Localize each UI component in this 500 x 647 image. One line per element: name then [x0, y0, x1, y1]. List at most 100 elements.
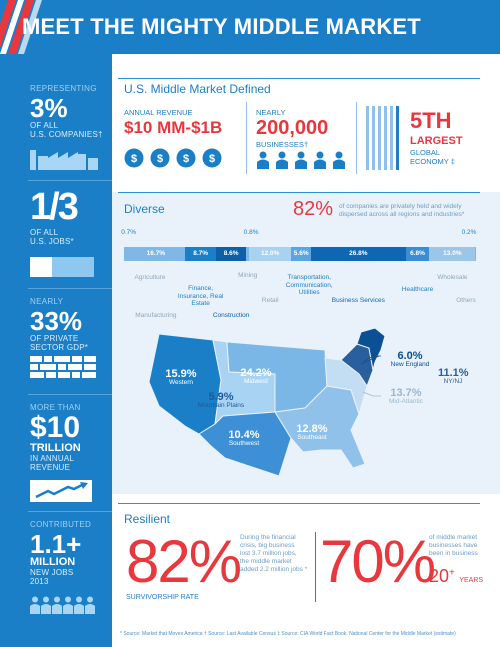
svg-text:$: $	[157, 153, 163, 165]
stat-revenue-line2: IN ANNUAL	[30, 454, 75, 463]
page-title: MEET THE MIGHTY MIDDLE MARKET	[22, 14, 421, 39]
business-line1: of middle market	[429, 534, 478, 541]
revenue-label: ANNUAL REVENUE	[124, 108, 193, 117]
southeast-name: Southeast	[297, 434, 327, 441]
header: MEET THE MIGHTY MIDDLE MARKET	[0, 0, 500, 54]
divider	[315, 532, 316, 602]
label-nynj: 11.1% NY/NJ	[438, 368, 469, 386]
us-map	[148, 328, 386, 477]
bar-category-label: Agriculture	[134, 274, 166, 281]
region-southwest	[198, 411, 292, 477]
stat-companies-top: REPRESENTING	[30, 84, 97, 93]
building-grid-icon	[30, 356, 96, 378]
crisis-line5: added 2.2 million jobs	[240, 566, 303, 573]
businesses-value: 200,000	[256, 117, 329, 139]
revenue-range: $10 MM-$1B	[124, 118, 222, 138]
columns-icon	[366, 106, 399, 170]
bar-category-label: Manufacturing	[135, 312, 177, 319]
stat-revenue-line1: TRILLION	[30, 442, 81, 454]
stat-jobs-mark: *	[70, 237, 74, 246]
defined-title: U.S. Middle Market Defined	[124, 82, 271, 96]
bar-category-label: Retail	[261, 297, 279, 304]
stat-revenue: MORE THAN $10 TRILLION IN ANNUAL REVENUE	[0, 403, 112, 472]
southwest-pct: 10.4%	[228, 429, 260, 441]
survivorship-label: SURVIVORSHIP RATE	[126, 594, 199, 601]
newengland-name: New England	[390, 361, 430, 368]
divider	[246, 102, 247, 174]
bar-value-label: 16.7%	[146, 250, 166, 257]
midatlantic-name: Mid-Atlantic	[389, 398, 423, 405]
divider	[356, 102, 357, 174]
stripes-decoration-icon	[0, 0, 42, 54]
stat-new-jobs-top: CONTRIBUTED	[30, 520, 92, 529]
businesses-label: NEARLY	[256, 108, 286, 117]
sidebar-divider	[28, 288, 112, 289]
economy-line2: GLOBAL	[410, 148, 441, 157]
bar-value-label: 0.2%	[461, 229, 477, 236]
bar-value-label: 5.6%	[293, 250, 309, 257]
map-leader-lines	[363, 355, 381, 397]
people-icon	[257, 151, 345, 169]
stat-jobs-line1: OF ALL	[30, 228, 59, 237]
crisis-line2: crisis, big business	[240, 542, 295, 549]
business-line2: businesses have	[429, 542, 478, 549]
stat-gdp-top: NEARLY	[30, 297, 64, 306]
bar-value-label: 13.0%	[443, 250, 462, 257]
stat-gdp-mark: *	[84, 343, 89, 352]
stat-new-jobs-value: 1.1+	[30, 529, 82, 559]
sidebar-divider	[28, 511, 112, 512]
years-value: 20	[429, 566, 450, 586]
footnote: * Source: Market that Moves America † So…	[120, 631, 456, 637]
stat-jobs-line2: U.S. JOBS	[30, 237, 71, 246]
diverse-pct: 82%	[293, 198, 334, 220]
years-label: YEARS	[459, 577, 484, 584]
stat-gdp-line1: OF PRIVATE	[30, 334, 79, 343]
economy-mark: ‡	[450, 156, 455, 166]
leader-line	[360, 355, 380, 365]
stat-jobs-value: 1/3	[30, 186, 79, 228]
bar-category-label: Finance, Insurance, Real Estate	[177, 285, 224, 307]
bar-segment	[185, 247, 216, 261]
stat-companies-value: 3%	[30, 93, 68, 123]
revenue-dash: -	[185, 118, 192, 137]
stat-companies: REPRESENTING 3% OF ALL U.S. COMPANIES†	[0, 84, 112, 139]
bar-category-label: Construction	[212, 312, 250, 319]
western-name: Western	[168, 379, 194, 386]
bar-value-label: 12.0%	[261, 250, 280, 257]
stat-gdp: NEARLY 33% OF PRIVATE SECTOR GDP*	[0, 297, 112, 352]
bar-segment	[246, 247, 250, 261]
economy-lines: GLOBAL ECONOMY ‡	[410, 148, 455, 166]
diverse-desc-line2: dispersed across all regions and industr…	[339, 211, 462, 218]
diverse-desc-line1: of companies are privately held and wide…	[339, 203, 462, 210]
stat-new-jobs: CONTRIBUTED 1.1+ MILLION NEW JOBS 2013	[0, 520, 112, 586]
bar-segment	[215, 247, 247, 261]
businesses-mark: †	[303, 140, 309, 149]
southeast-pct: 12.8%	[296, 423, 328, 435]
section-rule	[118, 192, 480, 193]
bar-value-label: 6.8%	[410, 250, 425, 257]
stat-new-jobs-line3: 2013	[30, 577, 49, 586]
bar-category-label: Business Services	[331, 297, 385, 304]
revenue-max: $1B	[191, 118, 223, 137]
resilient-title: Resilient	[124, 512, 171, 526]
newengland-pct: 6.0%	[397, 350, 423, 362]
bar-segment	[429, 247, 476, 261]
bar-category-label: Healthcare	[401, 286, 434, 293]
label-southwest: 10.4% Southwest	[222, 430, 266, 448]
crisis-text: During the financial crisis, big busines…	[240, 534, 307, 574]
stat-companies-line1: OF ALL	[30, 121, 59, 130]
stat-new-jobs-line2: NEW JOBS	[30, 568, 74, 577]
bar-value-label: 26.8%	[349, 250, 368, 257]
stat-revenue-line3: REVENUE	[30, 463, 71, 472]
stat-jobs: 1/3 OF ALL U.S. JOBS*	[0, 188, 112, 246]
nynj-name: NY/NJ	[443, 378, 463, 385]
label-newengland: 6.0% New England	[384, 351, 436, 369]
bar-segment	[405, 247, 430, 261]
economy-rank: 5TH	[410, 108, 452, 133]
sidebar-divider	[28, 394, 112, 395]
business-text: of middle market businesses have been in…	[429, 534, 478, 558]
bar-value-label: 8.6%	[223, 250, 239, 257]
southwest-name: Southwest	[228, 440, 260, 447]
mountain-name: Mountain Plains	[197, 402, 245, 409]
businesses-sub: BUSINESSES†	[256, 140, 308, 149]
